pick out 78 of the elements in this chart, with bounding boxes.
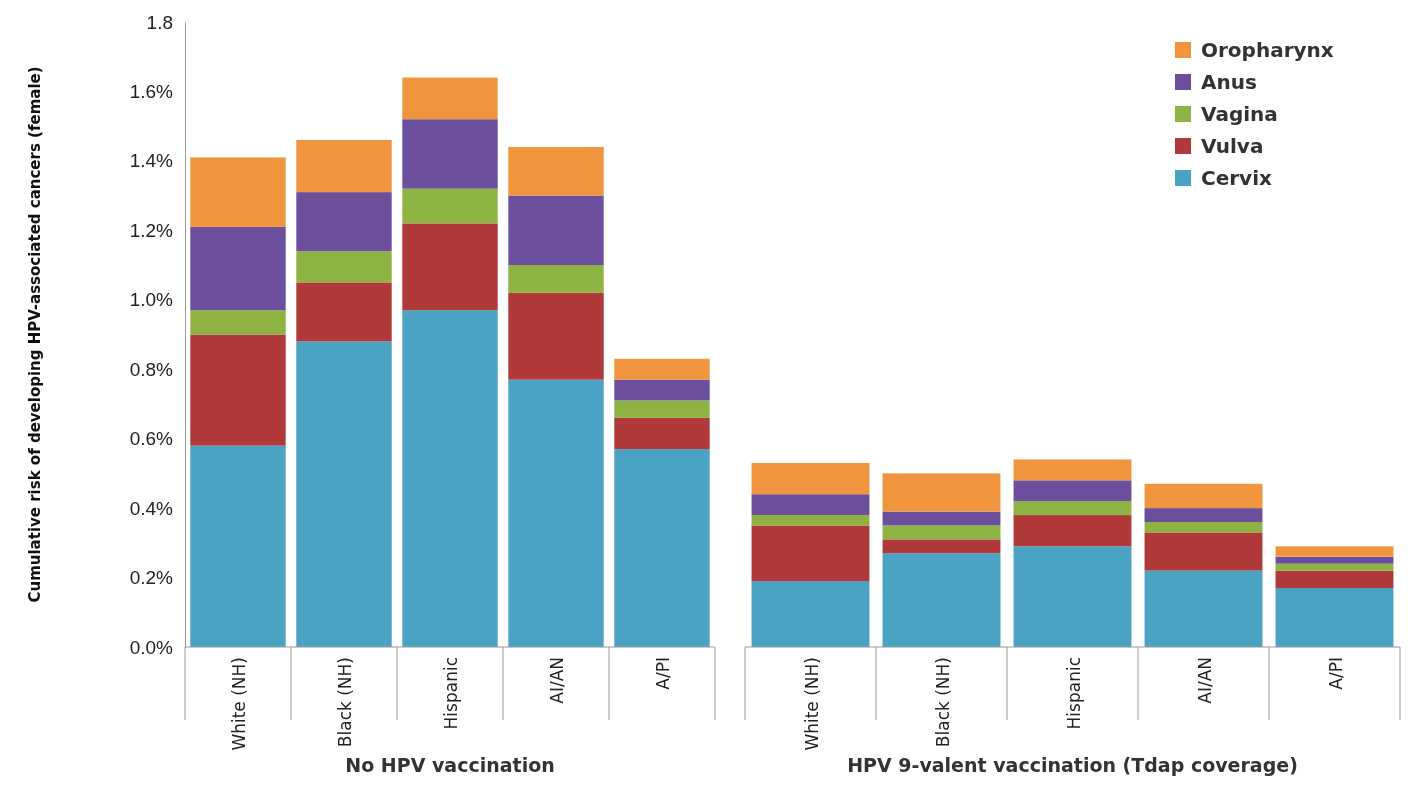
bar bbox=[190, 334, 286, 446]
bar bbox=[751, 525, 870, 582]
x-tick-label: Hispanic bbox=[441, 657, 461, 730]
bar bbox=[296, 192, 392, 252]
y-tick-label: 0.4% bbox=[129, 497, 174, 519]
bar bbox=[614, 417, 710, 450]
bar bbox=[1013, 501, 1132, 516]
bar bbox=[508, 147, 604, 196]
x-tick-label: A/PI bbox=[1325, 657, 1346, 690]
bar bbox=[190, 226, 286, 311]
bar bbox=[1013, 546, 1132, 647]
bar bbox=[882, 511, 1001, 526]
bar bbox=[296, 251, 392, 283]
bar bbox=[1144, 532, 1263, 571]
legend-label: Oropharynx bbox=[1201, 38, 1334, 62]
bar bbox=[882, 525, 1001, 540]
bar bbox=[402, 119, 498, 189]
bar bbox=[296, 140, 392, 193]
bar bbox=[402, 310, 498, 647]
bar bbox=[882, 473, 1001, 512]
x-tick-label: AI/AN bbox=[1194, 657, 1215, 704]
bar bbox=[1275, 570, 1394, 588]
bar bbox=[751, 462, 870, 495]
x-tick-label: White (NH) bbox=[229, 657, 249, 751]
bar bbox=[190, 310, 286, 335]
x-axis-title: No HPV vaccination bbox=[345, 754, 555, 776]
bar bbox=[882, 553, 1001, 647]
bar bbox=[614, 449, 710, 647]
bar bbox=[751, 515, 870, 526]
bar bbox=[1144, 483, 1263, 509]
bar bbox=[296, 282, 392, 342]
x-tick-label: Black (NH) bbox=[932, 657, 953, 748]
y-tick-label: 1.6% bbox=[129, 81, 174, 103]
bar bbox=[508, 292, 604, 380]
y-tick-label: 0.6% bbox=[129, 428, 174, 450]
bar bbox=[402, 188, 498, 224]
y-tick-label: 0.8% bbox=[129, 358, 174, 380]
y-tick-label: 1.0% bbox=[129, 289, 174, 311]
bar bbox=[1013, 459, 1132, 481]
bar bbox=[508, 379, 604, 647]
bar bbox=[190, 157, 286, 227]
bar bbox=[882, 539, 1001, 554]
y-tick-label: 1.8 bbox=[146, 11, 173, 33]
bar bbox=[751, 494, 870, 516]
y-tick-label: 1.2% bbox=[129, 219, 174, 241]
legend-label: Vagina bbox=[1201, 102, 1278, 126]
bar bbox=[1144, 508, 1263, 522]
bar bbox=[751, 581, 870, 647]
bar bbox=[614, 358, 710, 380]
y-tick-label: 0.0% bbox=[129, 636, 174, 658]
bar bbox=[1275, 556, 1394, 564]
bar bbox=[508, 195, 604, 266]
bar bbox=[402, 223, 498, 311]
x-tick-label: White (NH) bbox=[801, 657, 822, 751]
bar bbox=[296, 341, 392, 647]
bar bbox=[1275, 563, 1394, 571]
bar bbox=[1144, 522, 1263, 533]
x-axis-title: HPV 9-valent vaccination (Tdap coverage) bbox=[847, 754, 1298, 776]
x-tick-label: Black (NH) bbox=[335, 657, 355, 748]
bar bbox=[1013, 480, 1132, 502]
x-tick-label: Hispanic bbox=[1063, 657, 1084, 730]
bar bbox=[614, 400, 710, 418]
bar bbox=[402, 77, 498, 120]
y-tick-label: 1.4% bbox=[129, 150, 174, 172]
legend-label: Cervix bbox=[1201, 166, 1272, 190]
bar bbox=[1013, 515, 1132, 547]
bar bbox=[1275, 587, 1394, 647]
bar bbox=[508, 265, 604, 293]
x-tick-label: AI/AN bbox=[547, 657, 567, 704]
y-axis-title: Cumulative risk of developing HPV-associated cancers (female) bbox=[26, 66, 44, 603]
legend-label: Vulva bbox=[1201, 134, 1264, 158]
y-tick-label: 0.2% bbox=[129, 567, 174, 589]
x-tick-label: A/PI bbox=[653, 657, 673, 690]
bar bbox=[1275, 546, 1394, 557]
bar bbox=[190, 445, 286, 647]
bar bbox=[614, 379, 710, 401]
bar bbox=[1144, 570, 1263, 647]
legend-label: Anus bbox=[1201, 70, 1257, 94]
